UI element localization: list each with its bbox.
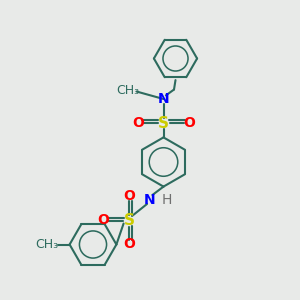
Text: CH₃: CH₃ [35, 238, 58, 251]
Text: O: O [123, 238, 135, 251]
Text: O: O [132, 116, 144, 130]
Text: S: S [124, 213, 134, 228]
Text: O: O [183, 116, 195, 130]
Text: N: N [144, 193, 156, 206]
Text: H: H [161, 193, 172, 206]
Text: N: N [158, 92, 169, 106]
Text: CH₃: CH₃ [116, 83, 139, 97]
Text: O: O [123, 190, 135, 203]
Text: O: O [98, 214, 110, 227]
Text: S: S [158, 116, 169, 130]
